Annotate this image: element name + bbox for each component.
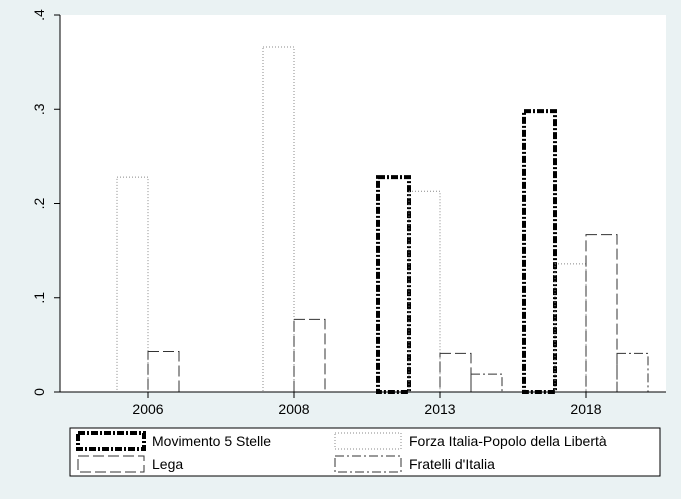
- y-axis: 0 .1 .2 .3 .4: [31, 9, 60, 396]
- bar-forza-italia-popolo-della-libert-2008: [262, 46, 295, 393]
- bar-lega-2006: [147, 350, 180, 393]
- x-tick-label: 2018: [570, 401, 601, 417]
- bar-forza-italia-popolo-della-libert-2013: [408, 190, 441, 393]
- bar-lega-2008: [293, 318, 326, 393]
- legend-label-lega: Lega: [152, 456, 183, 472]
- x-axis: 2006 2008 2013 2018: [132, 392, 602, 417]
- y-tick-label: .4: [31, 9, 47, 21]
- y-tick-label: 0: [31, 388, 47, 396]
- x-tick-label: 2013: [424, 401, 455, 417]
- y-tick-label: .3: [31, 103, 47, 115]
- legend: Movimento 5 Stelle Forza Italia-Popolo de…: [76, 431, 607, 473]
- plot-area: [60, 15, 666, 392]
- y-tick-label: .1: [31, 292, 47, 304]
- legend-box: [69, 427, 661, 477]
- legend-label-fratelli-d-italia: Fratelli d'Italia: [409, 456, 495, 472]
- legend-swatch-lega: [77, 455, 145, 473]
- y-tick-label: .2: [31, 197, 47, 209]
- legend-swatch-forza-italia-popolo-della-libert: [334, 432, 402, 450]
- x-tick-label: 2008: [278, 401, 309, 417]
- legend-label-forza-italia-popolo-della-libert: Forza Italia-Popolo della Libertà: [409, 433, 607, 449]
- legend-label-movimento-5-stelle: Movimento 5 Stelle: [152, 433, 271, 449]
- legend-swatch-fratelli-d-italia: [334, 455, 402, 473]
- x-tick-label: 2006: [132, 401, 163, 417]
- legend-swatch-movimento-5-stelle: [76, 431, 146, 451]
